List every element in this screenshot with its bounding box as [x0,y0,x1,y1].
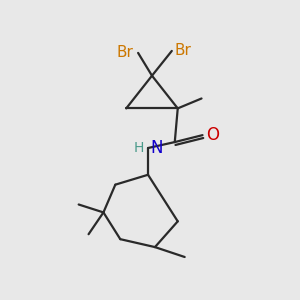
Text: N: N [150,139,163,157]
Text: Br: Br [175,44,192,59]
Text: O: O [206,126,220,144]
Text: Br: Br [116,45,133,60]
Text: H: H [134,141,144,155]
